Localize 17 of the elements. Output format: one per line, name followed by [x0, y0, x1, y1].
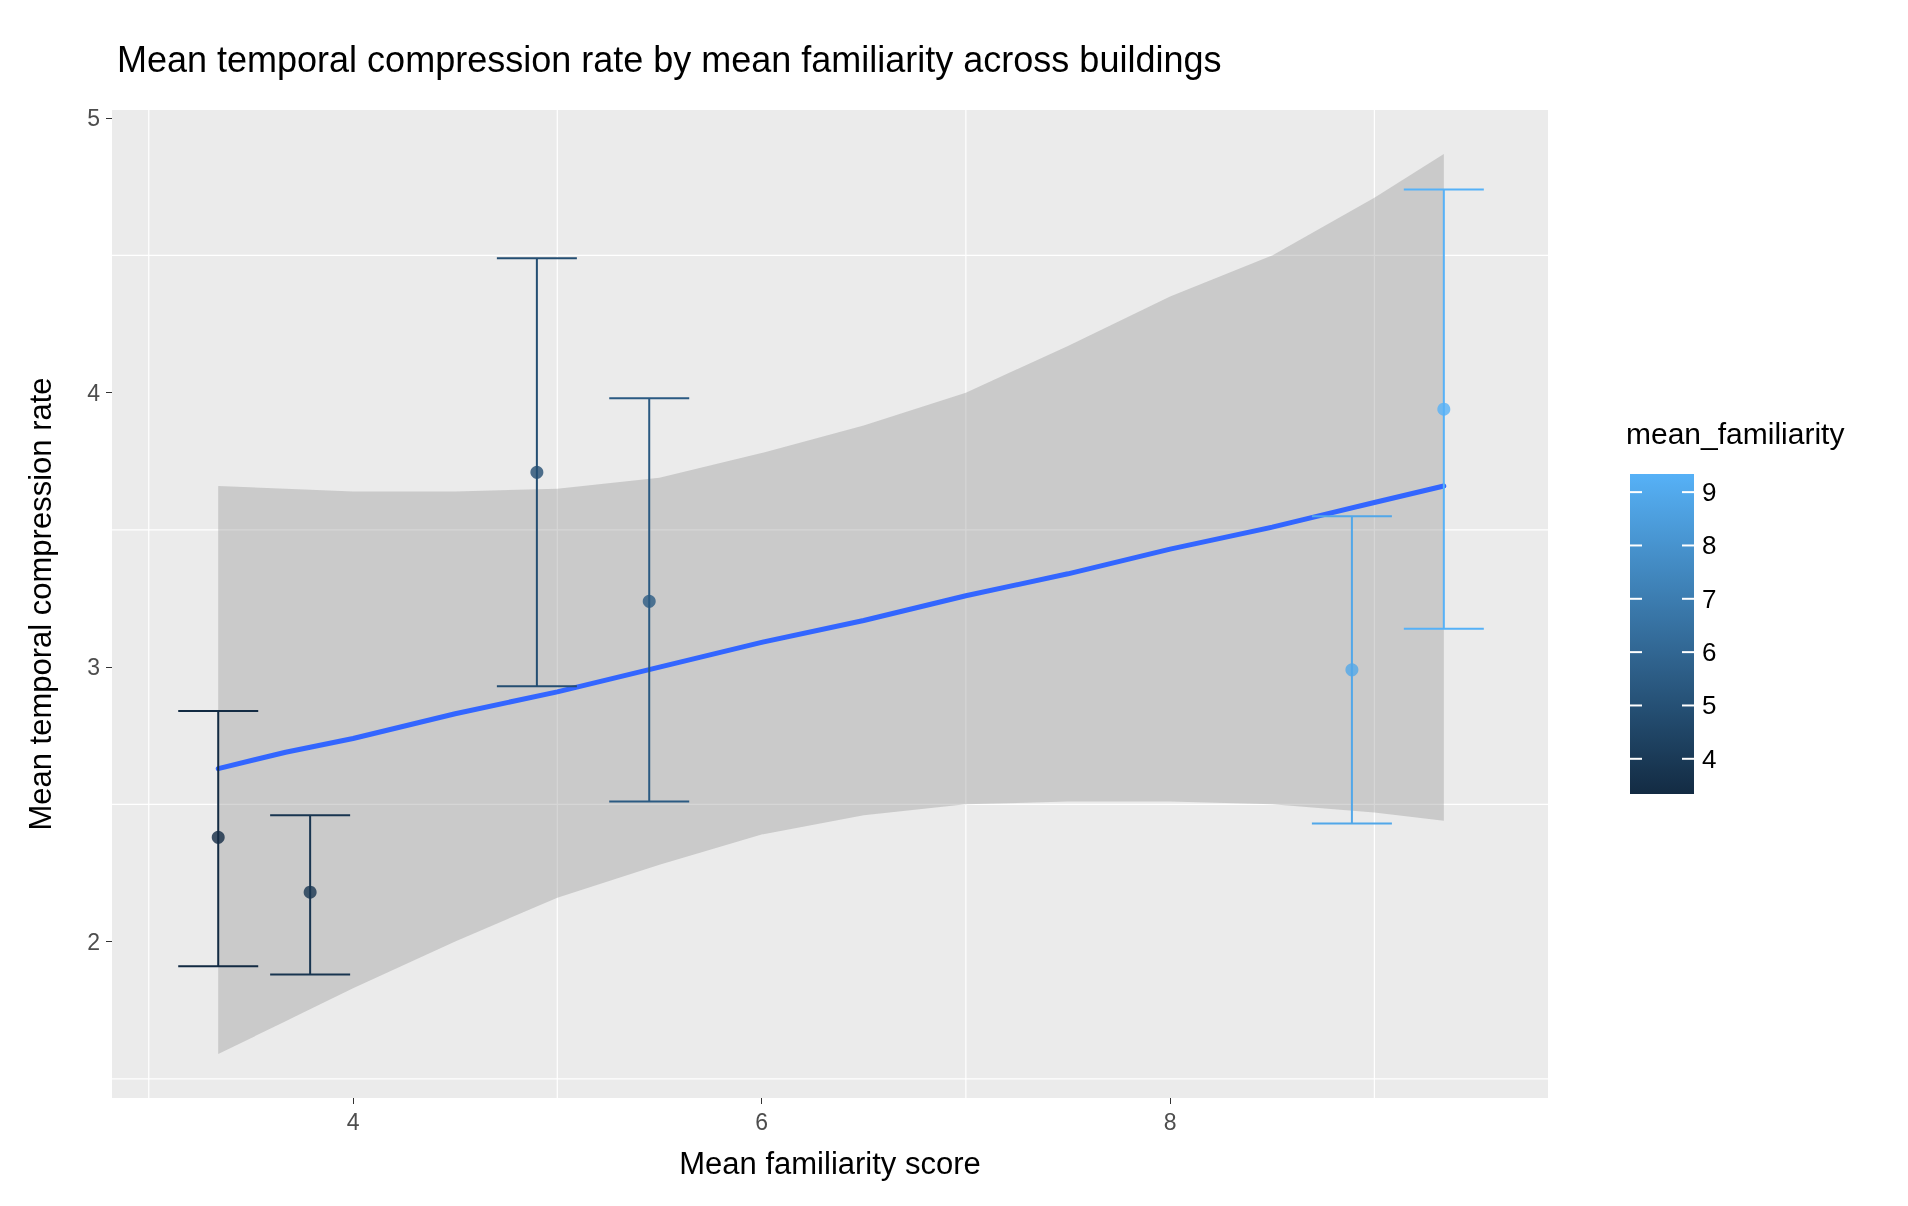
y-tick-label: 5 [87, 105, 100, 132]
color-bar-label: 8 [1702, 530, 1717, 561]
y-tick-label: 2 [87, 928, 100, 955]
color-bar-label: 6 [1702, 637, 1717, 668]
chart-title: Mean temporal compression rate by mean familiarity across buildings [117, 38, 1222, 80]
color-bar-label: 4 [1702, 743, 1717, 774]
color-bar-label: 7 [1702, 583, 1717, 614]
color-bar-label: 5 [1702, 690, 1717, 721]
x-tick-label: 4 [346, 1108, 360, 1135]
color-bar-title: mean_familiarity [1626, 416, 1845, 450]
x-tick-label: 6 [755, 1108, 768, 1135]
x-tick-label: 8 [1163, 1108, 1177, 1135]
y-tick-label: 4 [87, 379, 101, 406]
y-axis-title: Mean temporal compression rate [23, 377, 58, 831]
color-bar-label: 9 [1702, 477, 1717, 508]
x-axis-title: Mean familiarity score [679, 1146, 981, 1181]
y-tick-label: 3 [87, 654, 100, 681]
